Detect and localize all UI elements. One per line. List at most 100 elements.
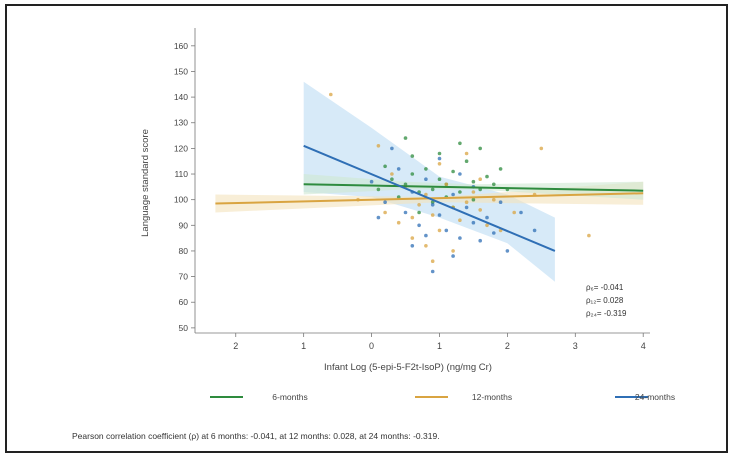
data-point-24-months — [451, 254, 455, 258]
data-point-24-months — [437, 213, 442, 217]
data-point-6-months — [383, 164, 387, 169]
rho-annotation: ρ₆= -0.041 — [586, 283, 624, 292]
data-point-6-months — [485, 174, 489, 179]
data-point-12-months — [383, 210, 387, 215]
data-point-12-months — [458, 218, 462, 222]
data-point-12-months — [485, 223, 489, 228]
data-point-6-months — [458, 190, 462, 194]
data-point-24-months — [396, 167, 401, 171]
data-point-6-months — [464, 159, 469, 163]
data-point-24-months — [437, 156, 442, 161]
data-point-24-months — [430, 269, 435, 274]
data-point-12-months — [539, 146, 544, 151]
data-point-24-months — [424, 233, 428, 238]
ci-band-12-months — [215, 181, 644, 213]
data-point-12-months — [396, 220, 401, 225]
data-point-6-months — [430, 187, 435, 192]
data-point-24-months — [417, 223, 421, 228]
x-tick-label: 4 — [641, 341, 646, 351]
chart-caption: Pearson correlation coefficient (ρ) at 6… — [72, 431, 440, 441]
data-point-12-months — [430, 213, 435, 217]
data-point-12-months — [464, 200, 469, 204]
data-point-12-months — [444, 182, 449, 187]
data-point-6-months — [492, 182, 496, 187]
y-tick-label: 90 — [179, 220, 189, 230]
data-point-12-months — [424, 192, 428, 197]
data-point-24-months — [424, 177, 428, 181]
data-point-24-months — [444, 228, 449, 233]
rho-annotation: ρ₂₄= -0.319 — [586, 309, 627, 318]
data-point-24-months — [458, 236, 462, 240]
data-point-24-months — [376, 215, 381, 220]
data-point-24-months — [492, 231, 496, 235]
data-points — [329, 92, 591, 274]
x-tick-label: 0 — [369, 341, 374, 351]
data-point-12-months — [329, 92, 333, 97]
data-point-24-months — [390, 146, 394, 151]
data-point-6-months — [437, 177, 442, 181]
y-tick-label: 110 — [174, 169, 188, 179]
data-point-12-months — [437, 162, 442, 166]
x-tick-label: 1 — [301, 341, 306, 351]
x-tick-label: 1 — [437, 341, 442, 351]
data-point-24-months — [498, 200, 503, 204]
data-point-24-months — [485, 215, 489, 220]
data-point-6-months — [410, 154, 415, 158]
legend-label-6-months: 6-months — [272, 392, 307, 402]
data-point-24-months — [519, 210, 523, 215]
data-point-12-months — [424, 244, 428, 248]
y-tick-label: 160 — [174, 41, 188, 51]
data-point-6-months — [390, 177, 394, 181]
data-point-12-months — [437, 228, 442, 233]
data-point-6-months — [471, 179, 476, 184]
y-tick-label: 120 — [174, 143, 188, 153]
data-point-12-months — [390, 172, 394, 176]
data-point-6-months — [403, 136, 408, 140]
data-point-24-months — [369, 179, 374, 184]
y-tick-label: 80 — [179, 246, 189, 256]
y-tick-label: 150 — [174, 66, 188, 76]
annotations: ρ₆= -0.041 ρ₁₂= 0.028 ρ₂₄= -0.319 — [586, 283, 627, 318]
data-point-24-months — [451, 192, 455, 197]
y-axis-label: Language standard score — [140, 129, 151, 237]
data-point-12-months — [464, 151, 469, 156]
y-tick-label: 60 — [179, 297, 189, 307]
data-point-12-months — [478, 177, 483, 181]
y-tick-label: 50 — [179, 323, 189, 333]
fit-line-6-months — [303, 183, 644, 192]
data-point-12-months — [376, 144, 381, 148]
data-point-6-months — [458, 141, 462, 146]
data-point-6-months — [396, 195, 401, 199]
data-point-6-months — [471, 197, 476, 202]
data-point-6-months — [498, 167, 503, 171]
data-point-24-months — [478, 238, 483, 243]
legend-label-24-months: 24-months — [635, 392, 675, 402]
data-point-12-months — [430, 259, 435, 264]
data-point-6-months — [437, 151, 442, 156]
data-point-24-months — [505, 249, 510, 253]
data-point-6-months — [417, 210, 421, 215]
data-point-6-months — [430, 200, 435, 204]
x-tick-label: 2 — [505, 341, 510, 351]
data-point-12-months — [417, 203, 421, 207]
data-point-12-months — [410, 215, 415, 220]
y-tick-label: 70 — [179, 272, 189, 282]
data-point-24-months — [430, 203, 435, 207]
fit-line-24-months — [303, 144, 556, 252]
data-point-12-months — [492, 197, 496, 202]
y-tick-label: 130 — [174, 118, 188, 128]
data-point-6-months — [451, 169, 455, 174]
axes: 50 60 70 80 90 100 110 120 130 140 150 160 2 1 0 1 2 3 4 — [174, 28, 650, 351]
data-point-12-months — [471, 190, 476, 194]
data-point-12-months — [451, 249, 455, 253]
data-point-24-months — [410, 244, 415, 248]
data-point-6-months — [410, 172, 415, 176]
data-point-6-months — [424, 167, 428, 171]
y-tick-label: 140 — [174, 92, 188, 102]
data-point-6-months — [478, 146, 483, 151]
data-point-24-months — [464, 205, 469, 210]
x-tick-label: 3 — [573, 341, 578, 351]
y-tick-label: 100 — [174, 195, 188, 205]
data-point-24-months — [471, 220, 476, 225]
